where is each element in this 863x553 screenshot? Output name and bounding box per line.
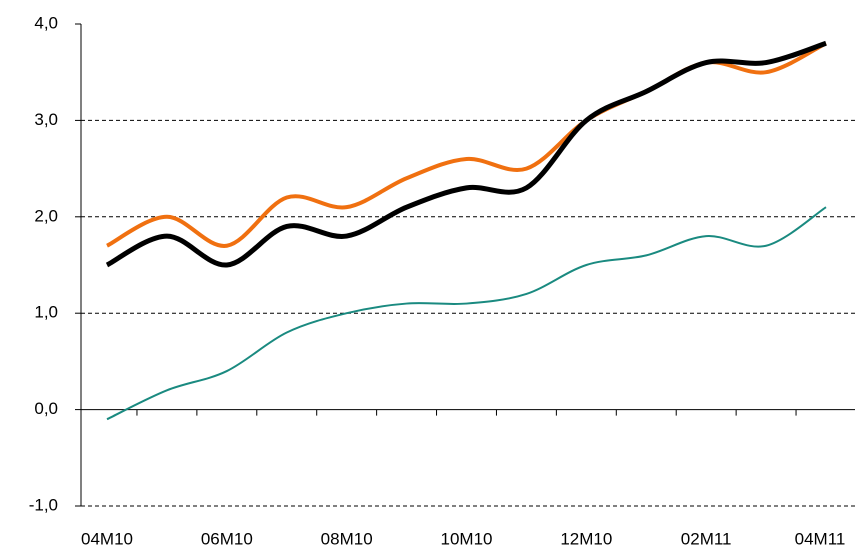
x-tick-label: 06M10	[201, 529, 253, 548]
x-tick-label: 08M10	[321, 529, 373, 548]
x-tick-label: 04M11	[795, 529, 846, 548]
y-tick-label: -1,0	[29, 495, 58, 514]
y-tick-label: 2,0	[34, 206, 58, 225]
x-tick-label: 02M11	[681, 529, 732, 548]
y-tick-label: 0,0	[34, 399, 58, 418]
y-tick-label: 3,0	[34, 110, 58, 129]
y-tick-label: 1,0	[34, 303, 58, 322]
y-tick-label: 4,0	[34, 13, 58, 32]
line-series	[106, 41, 827, 248]
x-tick-label: 04M10	[81, 529, 133, 548]
line-series	[106, 206, 827, 421]
line-series	[105, 40, 827, 268]
x-tick-label: 12M10	[560, 529, 612, 548]
x-tick-label: 10M10	[441, 529, 493, 548]
